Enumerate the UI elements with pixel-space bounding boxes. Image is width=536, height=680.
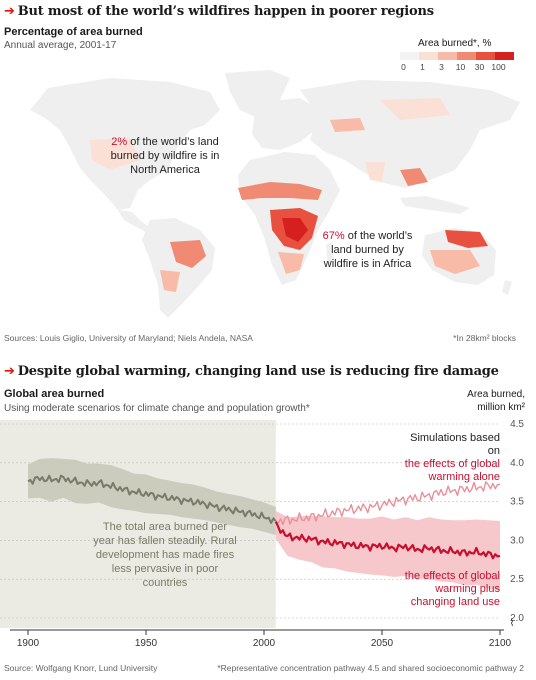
y-tick-label: 2.5 — [510, 574, 524, 585]
map-source: Sources: Louis Giglio, University of Mar… — [4, 333, 253, 343]
legend-tick-label: 0 — [401, 62, 406, 72]
indonesia-shape — [400, 196, 470, 214]
chart-source: Source: Wolfgang Knorr, Lund University — [4, 663, 158, 673]
india-burn — [365, 162, 385, 182]
map-legend: 0 1 3 10 30 100 — [400, 52, 514, 74]
legend-swatch — [457, 52, 476, 60]
map-note: Annual average, 2001-17 — [4, 40, 117, 51]
x-tick-label: 2100 — [489, 638, 512, 649]
legend-swatch — [419, 52, 438, 60]
legend-tick-label: 100 — [491, 62, 506, 72]
y-tick-label: 3.5 — [510, 497, 524, 508]
legend-tick-label: 3 — [439, 62, 444, 72]
sahel-burn-band — [238, 182, 322, 200]
y-tick-label: 3.0 — [510, 535, 524, 546]
series-band-2 — [275, 510, 500, 591]
south-america-shape — [142, 218, 215, 318]
europe-shape — [252, 98, 320, 150]
siberia-burn — [380, 98, 450, 120]
north-america-percent: 2% — [111, 136, 128, 148]
axis-break-icon: ⌇ — [510, 618, 515, 629]
greenland-shape — [225, 70, 290, 118]
central-america-shape — [118, 210, 150, 232]
x-tick-label: 1950 — [135, 638, 158, 649]
legend-swatch — [495, 52, 514, 60]
south-america-burn-light — [160, 270, 180, 292]
sim-header-annotation: Simulations based on the effects of glob… — [396, 432, 500, 484]
world-burn-map — [30, 70, 520, 318]
africa-burn-hot — [282, 218, 308, 242]
legend-swatch — [438, 52, 457, 60]
se-asia-burn — [400, 168, 428, 186]
y-tick-label: 2.0 — [510, 613, 524, 624]
sim-header-text: Simulations based on — [410, 432, 500, 457]
madagascar-shape — [326, 242, 334, 266]
sim-warming-text: the effects of global warming alone — [404, 458, 500, 483]
africa-text: of the world’s land burned by wildfire i… — [323, 230, 413, 270]
x-tick-label: 1900 — [17, 638, 40, 649]
series-line-2 — [274, 521, 501, 560]
burn-hotspots — [90, 98, 488, 292]
chart-subtitle: Global area burned — [4, 388, 105, 400]
legend-tick-label: 30 — [474, 62, 485, 72]
australia-burn-interior — [430, 250, 480, 274]
arrow-icon: ➔ — [4, 4, 15, 19]
southern-africa-burn — [278, 252, 304, 274]
series-band-0 — [28, 458, 276, 535]
africa-annotation: 67% of the world’s land burned by wildfi… — [315, 229, 420, 271]
x-tick-label: 2050 — [371, 638, 394, 649]
chart-note: Using moderate scenarios for climate cha… — [4, 403, 310, 414]
map-legend-title: Area burned*, % — [418, 38, 492, 49]
map-subtitle: Percentage of area burned — [4, 26, 143, 38]
area-burned-chart: 2.0 2.5 3.0 3.5 4.0 4.5 1900 1950 2000 2050 2100 ⌇ — [0, 420, 524, 649]
map-footnote: *In 28km² blocks — [453, 333, 516, 343]
asia-shape — [300, 80, 520, 188]
north-america-text: of the world’s land burned by wildfire i… — [110, 136, 220, 176]
central-asia-burn — [330, 118, 365, 132]
south-america-burn — [170, 240, 206, 268]
x-tick-label: 2000 — [253, 638, 276, 649]
australia-burn-north — [445, 230, 488, 248]
north-america-burn — [90, 138, 140, 170]
arrow-icon: ➔ — [4, 364, 15, 379]
legend-tick-label: 1 — [420, 62, 425, 72]
new-zealand-shape — [502, 280, 512, 295]
series-line-1 — [275, 481, 500, 526]
history-annotation: The total area burned per year has falle… — [93, 521, 237, 589]
legend-tick-label: 10 — [455, 62, 466, 72]
north-america-annotation: 2% of the world’s land burned by wildfir… — [110, 135, 220, 177]
legend-swatch — [476, 52, 495, 60]
y-tick-label: 4.0 — [510, 458, 524, 469]
map-section-title: ➔ But most of the world’s wildfires happe… — [4, 4, 434, 19]
sim-landuse-annotation: the effects of global warming plus chang… — [404, 570, 500, 608]
series-line-0 — [27, 474, 277, 524]
y-tick-label: 4.5 — [510, 420, 524, 430]
chart-footnote: *Representative concentration pathway 4.… — [217, 663, 524, 673]
legend-swatch — [400, 52, 419, 60]
y-axis-label: Area burned, million km² — [467, 389, 525, 413]
africa-percent: 67% — [322, 230, 345, 242]
chart-section-title: ➔ Despite global warming, changing land u… — [4, 364, 499, 379]
